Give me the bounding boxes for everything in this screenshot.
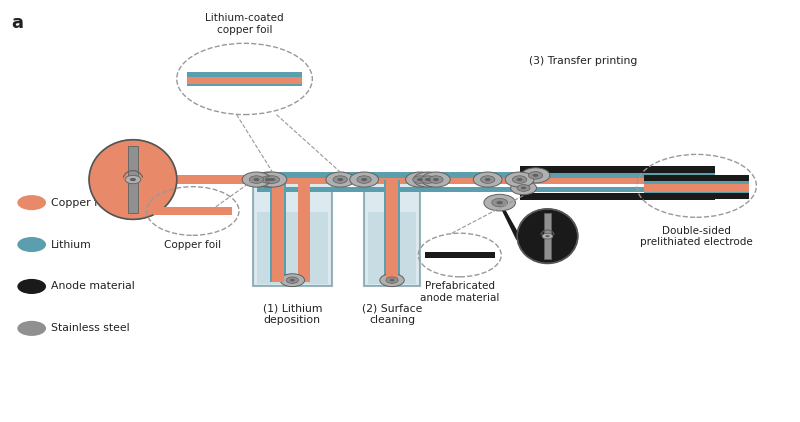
Bar [544,213,551,259]
Bar [644,175,749,181]
Circle shape [521,168,550,183]
Text: a: a [11,14,23,32]
Circle shape [18,237,46,252]
Circle shape [517,184,530,191]
Circle shape [422,172,450,187]
Circle shape [510,181,537,195]
Circle shape [357,176,371,183]
Circle shape [542,233,553,239]
Circle shape [333,176,347,183]
Circle shape [380,274,404,287]
Circle shape [421,176,435,183]
Circle shape [18,279,46,294]
Bar [644,184,749,192]
Bar [519,187,715,192]
Bar [270,179,286,282]
Ellipse shape [517,209,578,263]
Bar [128,146,138,214]
Text: Stainless steel: Stainless steel [51,323,130,333]
Circle shape [266,176,280,183]
Bar [425,252,495,258]
Bar [385,179,400,282]
Text: Lithium-coated
copper foil: Lithium-coated copper foil [206,14,284,35]
Circle shape [254,172,283,187]
Bar [257,187,707,192]
Bar [519,193,715,200]
Circle shape [350,172,378,187]
Circle shape [258,172,286,187]
Circle shape [362,178,367,181]
Circle shape [528,172,542,179]
Bar [187,72,302,77]
Circle shape [290,279,295,281]
Circle shape [414,172,442,187]
Circle shape [338,178,343,181]
Circle shape [242,172,271,187]
Bar [187,81,302,87]
Circle shape [485,178,490,181]
Circle shape [413,176,427,183]
Circle shape [254,178,259,181]
Circle shape [425,178,430,181]
Bar [519,175,715,184]
Circle shape [130,178,136,181]
Circle shape [521,187,526,189]
Circle shape [280,274,305,287]
Circle shape [546,235,550,237]
Bar [187,76,302,84]
Bar [368,212,416,284]
Circle shape [386,277,398,284]
Text: Copper foil: Copper foil [164,240,222,249]
Text: Lithium: Lithium [51,240,91,249]
Circle shape [497,201,503,204]
Circle shape [266,178,271,181]
Circle shape [390,279,394,281]
Bar [253,179,332,287]
Bar [386,179,398,282]
Circle shape [533,174,538,177]
Circle shape [406,172,434,187]
Ellipse shape [89,140,177,219]
Circle shape [474,172,502,187]
Circle shape [506,172,534,187]
Text: Prefabricated
anode material: Prefabricated anode material [420,281,499,303]
Text: (1) Lithium
deposition: (1) Lithium deposition [262,303,322,325]
Circle shape [270,178,275,181]
Text: (2) Surface
cleaning: (2) Surface cleaning [362,303,422,325]
Bar [177,175,283,184]
Circle shape [429,176,443,183]
Circle shape [250,176,264,183]
Bar [257,172,707,178]
Circle shape [417,178,423,181]
Bar [154,207,232,215]
Circle shape [481,176,495,183]
Text: Double-sided
prelithiated electrode: Double-sided prelithiated electrode [640,226,753,247]
Circle shape [286,277,298,284]
Bar [644,193,749,199]
Text: (3) Transfer printing: (3) Transfer printing [529,56,638,66]
Circle shape [517,178,522,181]
Bar [272,179,284,282]
Circle shape [433,178,438,181]
Bar [644,189,749,193]
Circle shape [125,176,141,184]
Bar [257,175,707,184]
Circle shape [18,195,46,210]
Bar [644,179,749,184]
Text: Copper foil: Copper foil [51,197,110,208]
Bar [364,179,420,287]
Text: Anode material: Anode material [51,281,134,292]
Bar [519,172,715,178]
Circle shape [18,321,46,336]
Circle shape [484,194,515,211]
Circle shape [326,172,354,187]
Bar [519,166,715,173]
Bar [257,212,328,284]
Circle shape [492,198,507,207]
Circle shape [262,176,276,183]
Bar [298,179,310,282]
Circle shape [513,176,526,183]
